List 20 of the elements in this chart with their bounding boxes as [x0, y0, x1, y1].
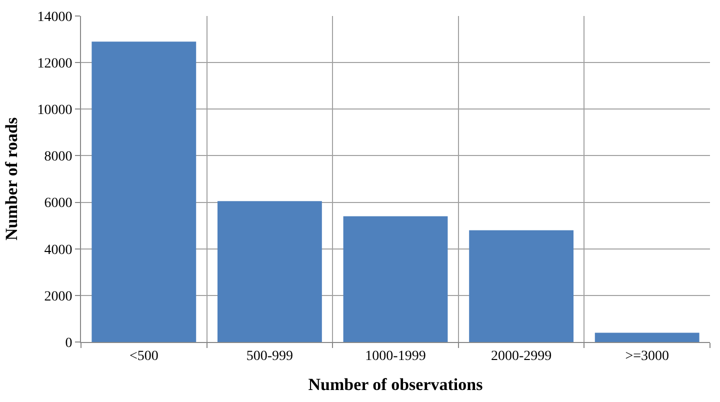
y-tick-label: 2000 — [44, 289, 72, 304]
x-tick-label: <500 — [129, 348, 158, 364]
y-tick-label: 12000 — [37, 56, 72, 72]
y-tick-label: 10000 — [37, 103, 72, 118]
y-axis-title: Number of roads — [2, 117, 21, 241]
x-tick-label: 500-999 — [246, 348, 294, 364]
y-tick-label: 4000 — [44, 242, 72, 258]
bar — [217, 201, 322, 342]
bar — [469, 230, 574, 342]
y-tick-label: 14000 — [37, 10, 72, 25]
bar — [594, 332, 700, 342]
x-axis-title: Number of observations — [308, 375, 484, 394]
x-tick-label: 1000-1999 — [365, 348, 426, 364]
bar — [343, 216, 448, 342]
y-tick-label: 0 — [65, 336, 72, 351]
y-tick-label: 8000 — [44, 150, 72, 165]
bar — [92, 42, 196, 342]
x-tick-label: 2000-2999 — [490, 348, 552, 364]
y-tick-label: 6000 — [44, 196, 72, 212]
x-tick-label: >=3000 — [625, 348, 669, 364]
